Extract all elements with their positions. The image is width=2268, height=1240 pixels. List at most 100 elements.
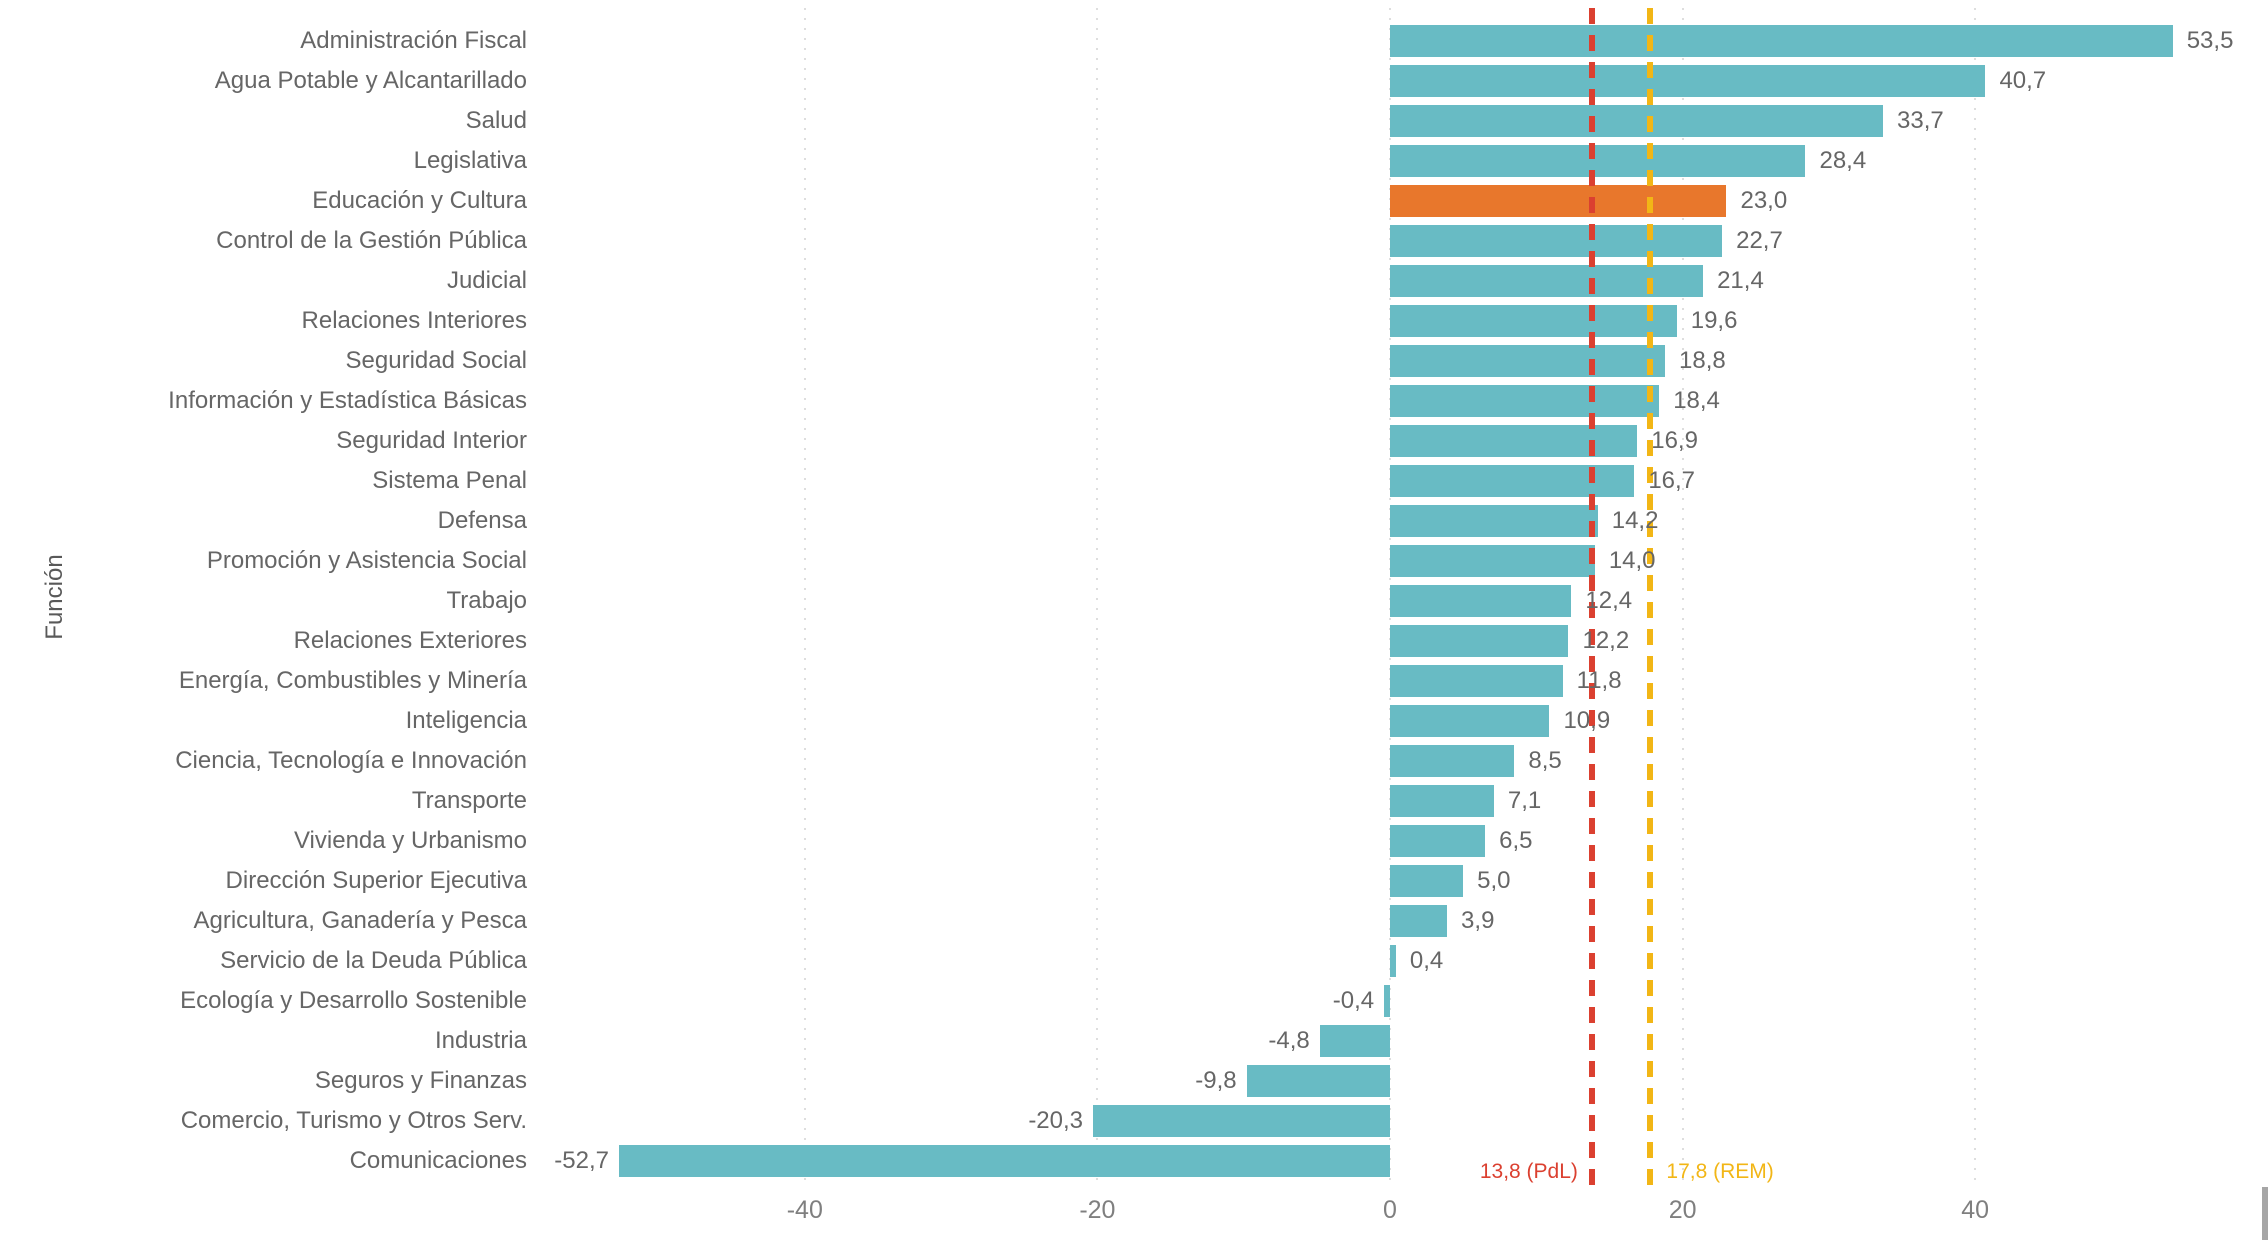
bar[interactable] (1390, 265, 1704, 297)
value-label: 19,6 (1690, 307, 1738, 334)
value-label: 33,7 (1897, 107, 1944, 134)
category-label: Salud (465, 107, 527, 134)
category-label: Sistema Penal (372, 467, 527, 494)
category-label: Judicial (446, 267, 527, 294)
x-gridline (803, 8, 806, 1186)
value-label: -20,3 (1028, 1107, 1084, 1134)
category-label: Seguros y Finanzas (314, 1067, 527, 1094)
category-label: Seguridad Interior (336, 427, 527, 454)
bar[interactable] (1390, 665, 1563, 697)
category-label: Transporte (411, 787, 527, 814)
category-label: Energía, Combustibles y Minería (178, 667, 527, 694)
category-label: Comunicaciones (349, 1147, 527, 1174)
value-label: 7,1 (1507, 787, 1542, 814)
bar[interactable] (1390, 705, 1550, 737)
value-label: 14,0 (1608, 547, 1656, 574)
value-label: 14,2 (1611, 507, 1659, 534)
category-label: Vivienda y Urbanismo (293, 827, 527, 854)
category-label: Dirección Superior Ejecutiva (225, 867, 527, 894)
category-label: Agricultura, Ganadería y Pesca (193, 907, 527, 934)
bar[interactable] (1319, 1025, 1390, 1057)
value-label: 12,2 (1582, 627, 1630, 654)
bar[interactable] (1390, 945, 1396, 977)
bar[interactable] (1390, 825, 1486, 857)
category-label: Ecología y Desarrollo Sostenible (180, 987, 527, 1014)
value-label: -4,8 (1268, 1027, 1310, 1054)
bar[interactable] (1390, 185, 1727, 217)
value-label: 40,7 (1999, 67, 2047, 94)
x-tick-label: -40 (786, 1196, 823, 1224)
value-label: 0,4 (1409, 947, 1444, 974)
category-label: Trabajo (446, 587, 527, 614)
bar[interactable] (1390, 225, 1723, 257)
x-gridline (1096, 8, 1099, 1186)
x-tick-label: 0 (1383, 1196, 1397, 1224)
reference-line-label: 13,8 (PdL) (1479, 1160, 1578, 1183)
bar[interactable] (1390, 745, 1515, 777)
bar[interactable] (1390, 305, 1677, 337)
bar[interactable] (1390, 625, 1569, 657)
value-label: 22,7 (1736, 227, 1783, 254)
value-label: 3,9 (1461, 907, 1495, 934)
value-label: -9,8 (1195, 1067, 1237, 1094)
x-gridline (1974, 8, 1977, 1186)
value-label: 23,0 (1740, 187, 1788, 214)
bar[interactable] (1390, 865, 1464, 897)
bar[interactable] (1390, 585, 1572, 617)
value-label: 12,4 (1585, 587, 1633, 614)
bar[interactable] (1390, 345, 1666, 377)
value-label: 18,4 (1673, 387, 1720, 414)
bar[interactable] (618, 1145, 1390, 1177)
reference-line-label: 17,8 (REM) (1666, 1160, 1774, 1183)
category-label: Promoción y Asistencia Social (206, 547, 527, 574)
bar[interactable] (1390, 385, 1660, 417)
x-tick-label: 20 (1668, 1196, 1697, 1224)
bar[interactable] (1390, 425, 1638, 457)
value-label: 16,9 (1651, 427, 1698, 454)
value-label: 18,8 (1679, 347, 1726, 374)
value-label: 21,4 (1717, 267, 1764, 294)
value-label: 16,7 (1648, 467, 1696, 494)
category-label: Relaciones Interiores (301, 307, 527, 334)
category-label: Ciencia, Tecnología e Innovación (175, 747, 527, 774)
value-label: 10,9 (1563, 707, 1611, 734)
x-tick-label: 40 (1961, 1196, 1990, 1224)
value-label: 5,0 (1477, 867, 1511, 894)
category-label: Agua Potable y Alcantarillado (214, 67, 527, 94)
reference-line (1588, 8, 1595, 1186)
bar[interactable] (1246, 1065, 1390, 1097)
bar[interactable] (1390, 25, 2173, 57)
value-label: 28,4 (1819, 147, 1867, 174)
bar[interactable] (1390, 105, 1884, 137)
category-label: Relaciones Exteriores (293, 627, 527, 654)
value-label: 8,5 (1528, 747, 1562, 774)
category-label: Legislativa (413, 147, 527, 174)
vertical-scrollbar-thumb[interactable] (2262, 1187, 2268, 1240)
x-tick-label: -20 (1079, 1196, 1116, 1224)
bar[interactable] (1390, 545, 1595, 577)
category-label: Información y Estadística Básicas (168, 387, 527, 414)
category-label: Defensa (437, 507, 527, 534)
bar[interactable] (1390, 65, 1986, 97)
x-gridline (1681, 8, 1684, 1186)
reference-line (1647, 8, 1654, 1186)
category-label: Industria (434, 1027, 527, 1054)
bar[interactable] (1384, 985, 1390, 1017)
bar[interactable] (1390, 785, 1494, 817)
category-label: Seguridad Social (345, 347, 527, 374)
bar[interactable] (1093, 1105, 1390, 1137)
bar[interactable] (1390, 145, 1806, 177)
category-label: Inteligencia (405, 707, 527, 734)
value-label: -52,7 (554, 1147, 609, 1174)
category-label: Servicio de la Deuda Pública (220, 947, 527, 974)
bar[interactable] (1390, 905, 1448, 937)
category-label: Administración Fiscal (300, 27, 527, 54)
value-label: 11,8 (1576, 667, 1622, 694)
bar[interactable] (1390, 465, 1635, 497)
value-label: 6,5 (1499, 827, 1533, 854)
value-label: 53,5 (2186, 27, 2234, 54)
category-label: Educación y Cultura (312, 187, 527, 214)
category-label: Comercio, Turismo y Otros Serv. (180, 1107, 527, 1134)
bar[interactable] (1390, 505, 1598, 537)
